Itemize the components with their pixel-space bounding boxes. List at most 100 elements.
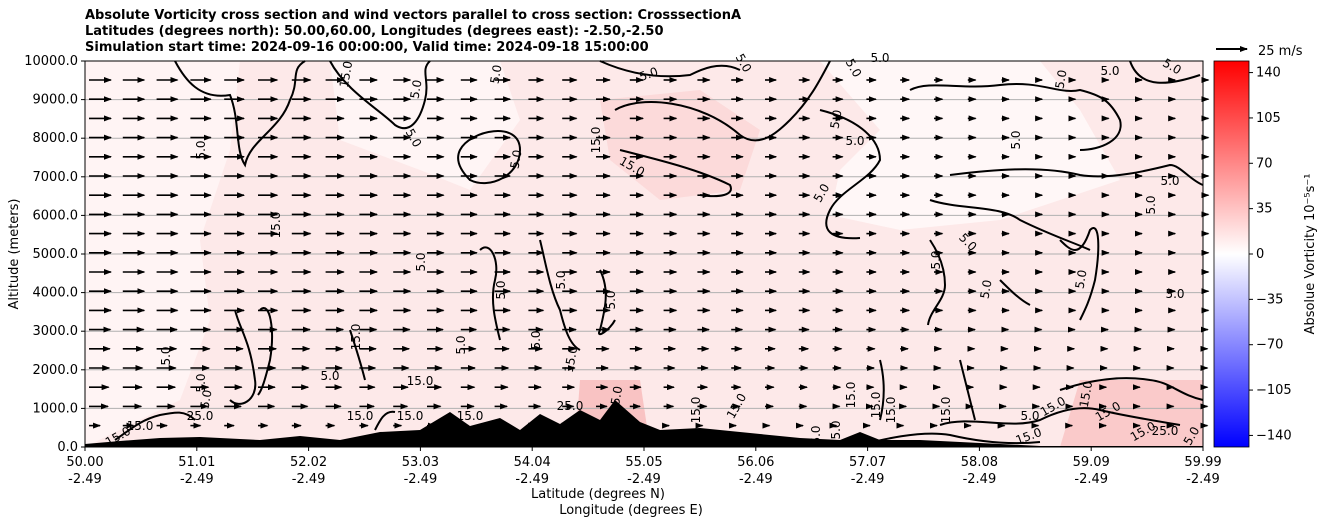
contour-label: 15.0 <box>269 212 283 239</box>
chart-title: Absolute Vorticity cross section and win… <box>85 8 742 23</box>
x-tick-label-lon: -2.49 <box>68 472 102 487</box>
x-tick-label-lon: -2.49 <box>515 472 549 487</box>
chart-subtitle-latlon: Latitudes (degrees north): 50.00,60.00, … <box>85 24 664 39</box>
contour-label: 5.0 <box>604 290 618 309</box>
x-tick-label-lon: -2.49 <box>404 472 438 487</box>
contour-label: 15.0 <box>349 324 363 351</box>
x-axis-label-longitude: Longitude (degrees E) <box>559 503 703 518</box>
terrain <box>85 400 1203 447</box>
contour-label: 5.0 <box>828 109 845 130</box>
chart-title-block: Absolute Vorticity cross section and win… <box>85 8 741 56</box>
contour-label: 15.0 <box>347 409 374 423</box>
contour-label: 15.0 <box>407 374 434 388</box>
x-axis-label-latitude: Latitude (degrees N) <box>531 487 665 502</box>
contour-label: 5.0 <box>554 270 568 289</box>
colorbar-tick-label: −70 <box>1256 338 1283 353</box>
contour-label: 5.0 <box>637 64 660 84</box>
x-tick-label-lon: -2.49 <box>627 472 661 487</box>
contour-label: 5.0 <box>978 279 995 300</box>
contour-label: 5.0 <box>1053 69 1070 90</box>
colorbar-tick-label: 70 <box>1256 156 1273 171</box>
x-tick-label-lat: 57.07 <box>849 455 886 470</box>
contour-label: 15.0 <box>562 345 580 374</box>
contour-label: 15.0 <box>869 392 883 419</box>
contour-label: 25.0 <box>1152 424 1179 438</box>
x-tick-label-lon: -2.49 <box>180 472 214 487</box>
quiver-key-label: 25 m/s <box>1258 44 1303 59</box>
x-tick-label-lon: -2.49 <box>1074 472 1108 487</box>
contour-label: 15.0 <box>397 409 424 423</box>
quiver-key: 25 m/s <box>1216 44 1303 59</box>
x-tick-label-lat: 53.03 <box>402 455 439 470</box>
x-axis: 50.00 -2.49 51.01 -2.49 52.02 -2.49 53.03 -2.49… <box>66 447 1222 487</box>
contour-label: 5.0 <box>194 373 208 392</box>
contour-label: 5.0 <box>508 149 525 170</box>
contour-label: 5.0 <box>529 330 543 349</box>
x-tick-label-lat: 52.02 <box>290 455 327 470</box>
y-tick-label: 6000.0 <box>33 208 79 223</box>
y-axis: 0.0 1000.0 2000.0 3000.0 4000.0 5000.0 6000.0 7… <box>24 54 85 455</box>
y-tick-label: 7000.0 <box>33 170 79 185</box>
contour-label: 5.0 <box>1073 269 1090 290</box>
x-tick-label-lon: -2.49 <box>1186 472 1220 487</box>
contour-label: 5.0 <box>1009 130 1023 149</box>
contour-label: 5.0 <box>1100 64 1119 78</box>
contour-label: 5.0 <box>829 420 843 439</box>
contour-label: 5.0 <box>488 64 505 85</box>
y-tick-label: 8000.0 <box>33 131 79 146</box>
contour-label: 15.0 <box>884 397 898 424</box>
y-axis-label: Altitude (meters) <box>7 199 22 310</box>
y-tick-label: 4000.0 <box>33 286 79 301</box>
contour-label: 5.0 <box>1144 195 1158 214</box>
contour-label: 5.0 <box>408 79 425 100</box>
contour-label: 5.0 <box>320 369 339 383</box>
contour-label: 15.0 <box>939 397 953 424</box>
contour-label: 5.0 <box>159 346 173 365</box>
contour-label: 15.0 <box>337 60 355 89</box>
chart-subtitle-time: Simulation start time: 2024-09-16 00:00:… <box>85 40 649 55</box>
colorbar-tick-label: 105 <box>1256 111 1281 126</box>
contour-label: 25.0 <box>187 409 214 423</box>
contour-label: 15.0 <box>127 419 154 433</box>
contour-label: 5.0 <box>809 425 823 444</box>
colorbar-tick-label: 0 <box>1256 247 1264 262</box>
y-tick-label: 5000.0 <box>33 247 79 262</box>
colorbar-tick-label: −140 <box>1256 428 1292 443</box>
x-tick-label-lon: -2.49 <box>963 472 997 487</box>
colorbar-tick-label: −35 <box>1256 292 1283 307</box>
contour-label: 5.0 <box>1160 174 1179 188</box>
y-tick-label: 10000.0 <box>24 54 78 69</box>
contour-label: 15.0 <box>1077 380 1095 409</box>
x-tick-label-lon: -2.49 <box>292 472 326 487</box>
colorbar-label: Absolue Vorticity 10⁻⁵s⁻¹ <box>1303 174 1318 335</box>
contour-label: 5.0 <box>194 140 208 159</box>
contour-label: 15.0 <box>457 409 484 423</box>
contour-label: 5.0 <box>845 134 864 148</box>
y-tick-label: 2000.0 <box>33 363 79 378</box>
contour-label: 5.0 <box>929 250 943 269</box>
x-tick-label-lon: -2.49 <box>851 472 885 487</box>
x-tick-label-lat: 55.05 <box>625 455 662 470</box>
colorbar-ticks: 140 105 70 35 0 −35 −70 −105 −140 <box>1249 66 1292 443</box>
contour-label: 15.0 <box>607 385 625 414</box>
x-tick-label-lat: 50.00 <box>66 455 103 470</box>
x-tick-label-lon: -2.49 <box>739 472 773 487</box>
colorbar-tick-label: −105 <box>1256 383 1292 398</box>
contour-label: 5.0 <box>1165 287 1184 301</box>
colorbar-tick-label: 35 <box>1256 202 1273 217</box>
y-tick-label: 3000.0 <box>33 324 79 339</box>
x-tick-label-lat: 51.01 <box>178 455 215 470</box>
contour-label: 5.0 <box>198 389 215 410</box>
contour-label: 15.0 <box>844 382 858 409</box>
contour-label: 5.0 <box>870 51 889 65</box>
contour-label: 5.0 <box>414 252 428 271</box>
contour-label: 25.0 <box>557 399 584 413</box>
x-tick-label-lat: 56.06 <box>737 455 774 470</box>
x-tick-label-lat: 59.09 <box>1073 455 1110 470</box>
x-tick-label-lat: 59.99 <box>1184 455 1221 470</box>
x-tick-label-lat: 58.08 <box>961 455 998 470</box>
contour-label: 15.0 <box>589 127 603 154</box>
y-tick-label: 9000.0 <box>33 93 79 108</box>
colorbar-tick-label: 140 <box>1256 66 1281 81</box>
